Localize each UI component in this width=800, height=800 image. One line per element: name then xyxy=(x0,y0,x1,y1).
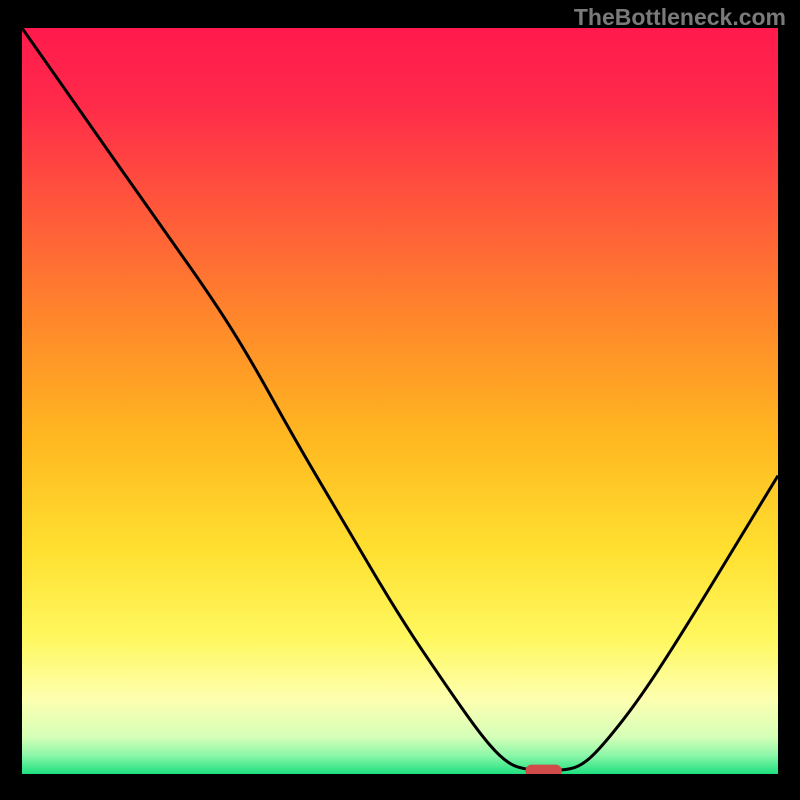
plot-area xyxy=(22,28,778,774)
optimal-marker xyxy=(526,765,562,774)
chart-root: TheBottleneck.com xyxy=(0,0,800,800)
bottleneck-curve xyxy=(22,28,778,770)
watermark-label: TheBottleneck.com xyxy=(574,4,786,31)
curve-layer xyxy=(22,28,778,774)
